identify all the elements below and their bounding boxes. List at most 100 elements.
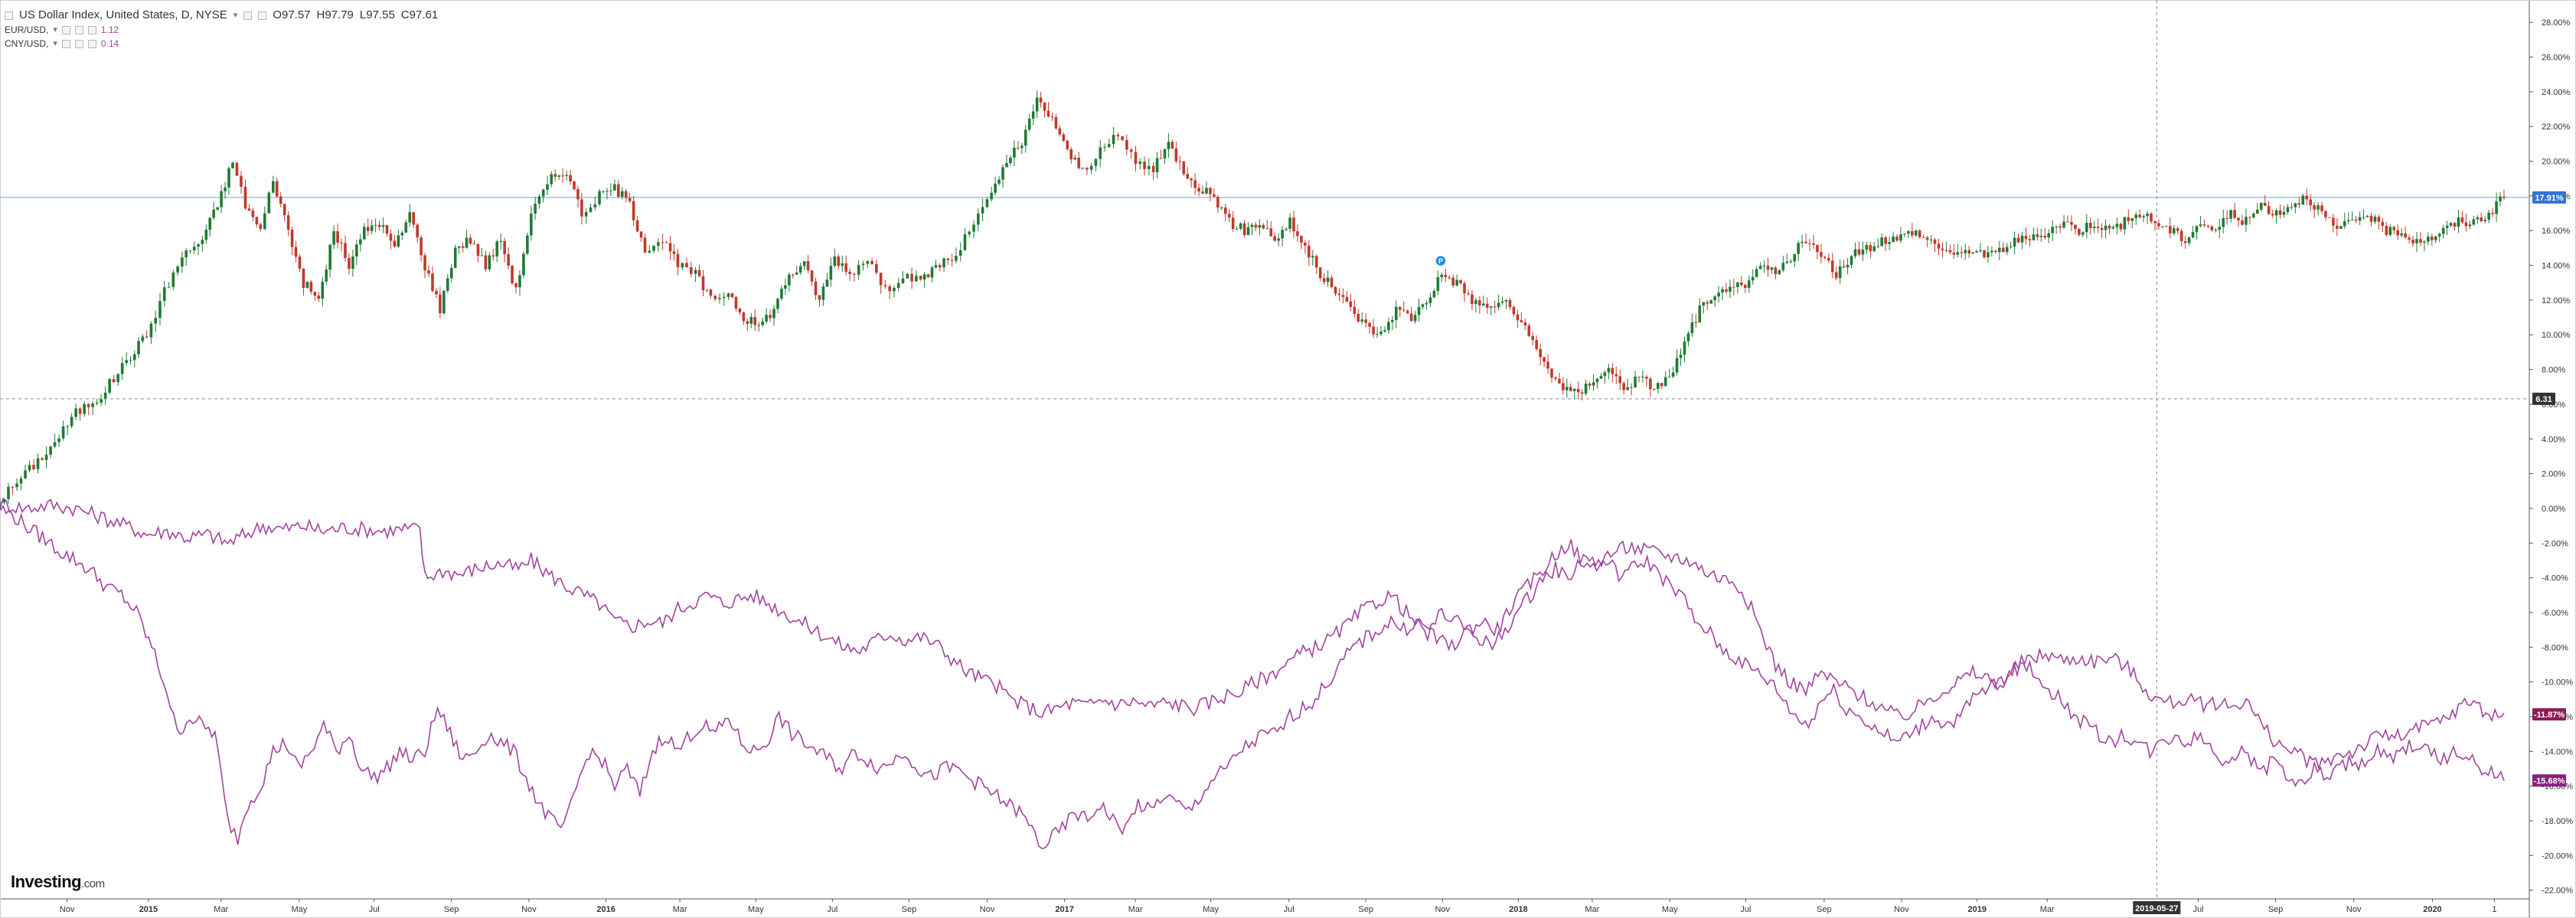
candle-body bbox=[1820, 252, 1823, 257]
candle-body bbox=[2301, 195, 2305, 205]
crosshair-date-tag bbox=[2133, 901, 2181, 914]
candle-body bbox=[1846, 264, 1850, 268]
x-tick-label: Jul bbox=[1740, 905, 1751, 914]
candle-body bbox=[896, 283, 900, 289]
candle-body bbox=[2092, 227, 2096, 229]
candle-body bbox=[1751, 276, 1755, 281]
candle-body bbox=[1793, 253, 1796, 262]
candle-body bbox=[2187, 237, 2191, 243]
candle-body bbox=[2123, 217, 2127, 230]
x-tick-label: Nov bbox=[521, 905, 537, 914]
legend-cny-row[interactable]: CNY/USD, ▾ 0.14 bbox=[5, 37, 438, 51]
settings-box-icon[interactable] bbox=[243, 11, 253, 20]
candle-body bbox=[1801, 241, 1804, 243]
candle-body bbox=[61, 426, 65, 439]
collapse-toggle-icon[interactable] bbox=[5, 11, 13, 20]
x-tick-label: Mar bbox=[1585, 905, 1599, 914]
candle-body bbox=[972, 224, 975, 232]
candle-body bbox=[2271, 214, 2274, 216]
candle-body bbox=[772, 309, 775, 319]
candle-body bbox=[255, 217, 259, 225]
hide-box-icon[interactable] bbox=[74, 25, 83, 34]
candle-body bbox=[129, 360, 132, 361]
candle-body bbox=[408, 212, 412, 223]
chart-legend: US Dollar Index, United States, D, NYSE … bbox=[5, 8, 438, 51]
settings-box-icon[interactable] bbox=[61, 25, 70, 34]
remove-box-icon[interactable] bbox=[87, 25, 96, 34]
candle-body bbox=[1467, 293, 1470, 295]
candle-body bbox=[2381, 221, 2385, 226]
candle-body bbox=[2460, 217, 2464, 223]
candle-body bbox=[1444, 274, 1448, 277]
candle-body bbox=[1364, 319, 1367, 323]
candle-body bbox=[1143, 162, 1146, 169]
candle-body bbox=[2252, 213, 2255, 217]
candle-body bbox=[1975, 251, 1978, 253]
candle-body bbox=[526, 235, 529, 254]
candle-body bbox=[1013, 147, 1016, 158]
candle-body bbox=[722, 296, 726, 298]
candle-body bbox=[2218, 227, 2222, 230]
candle-body bbox=[522, 253, 525, 276]
hide-box-icon[interactable] bbox=[258, 11, 267, 20]
candle-body bbox=[1827, 257, 1830, 261]
candle-body bbox=[1729, 286, 1732, 292]
candle-body bbox=[2464, 222, 2468, 227]
candle-body bbox=[1334, 287, 1337, 294]
candle-body bbox=[2274, 210, 2278, 216]
x-tick-label: Jul bbox=[2192, 905, 2203, 914]
candle-body bbox=[1440, 274, 1444, 278]
candle-body bbox=[990, 192, 993, 200]
candle-body bbox=[1994, 250, 1997, 253]
candle-body bbox=[1830, 260, 1834, 273]
legend-eur-row[interactable]: EUR/USD, ▾ 1.12 bbox=[5, 23, 438, 37]
candle-body bbox=[1265, 228, 1269, 230]
candle-body bbox=[749, 317, 753, 324]
chevron-down-icon[interactable]: ▾ bbox=[233, 11, 238, 20]
candle-body bbox=[393, 240, 397, 247]
candle-body bbox=[1899, 234, 1902, 241]
candle-body bbox=[275, 181, 279, 197]
x-axis[interactable]: Nov 2015 Mar May Jul Sep Nov 2016 Mar May Jul Sep No… bbox=[60, 899, 2497, 914]
candle-body bbox=[2088, 222, 2092, 229]
candle-body bbox=[788, 274, 791, 286]
legend-main-row[interactable]: US Dollar Index, United States, D, NYSE … bbox=[5, 8, 438, 23]
candle-body bbox=[465, 237, 469, 248]
candle-body bbox=[841, 263, 844, 266]
candle-body bbox=[661, 242, 664, 243]
candle-body bbox=[344, 243, 347, 258]
remove-box-icon[interactable] bbox=[87, 39, 96, 48]
candle-body bbox=[41, 458, 44, 460]
hide-box-icon[interactable] bbox=[74, 39, 83, 48]
candle-body bbox=[546, 184, 549, 190]
candle-body bbox=[573, 181, 576, 190]
candle-body bbox=[2267, 205, 2271, 214]
candle-body bbox=[507, 253, 510, 266]
candle-body bbox=[480, 255, 484, 256]
settings-box-icon[interactable] bbox=[61, 39, 70, 48]
candle-body bbox=[1311, 256, 1314, 258]
candle-body bbox=[1888, 242, 1891, 244]
chevron-down-icon[interactable]: ▾ bbox=[53, 39, 57, 48]
candle-body bbox=[837, 256, 841, 266]
chevron-down-icon[interactable]: ▾ bbox=[53, 25, 57, 34]
candle-body bbox=[116, 374, 119, 383]
candle-body bbox=[1884, 237, 1887, 244]
candle-body bbox=[204, 229, 208, 240]
candle-body bbox=[1853, 249, 1857, 256]
candle-body bbox=[1201, 191, 1204, 194]
candle-body bbox=[668, 243, 672, 252]
candle-body bbox=[1379, 331, 1383, 335]
candle-body bbox=[1781, 263, 1785, 270]
candle-body bbox=[1009, 157, 1012, 164]
candle-body bbox=[2081, 232, 2085, 235]
candle-body bbox=[1027, 118, 1031, 130]
y-axis[interactable]: 28.00%26.00%24.00%22.00%20.00%18.00%16.0… bbox=[2529, 18, 2573, 896]
candle-body bbox=[2202, 224, 2206, 226]
candle-body bbox=[994, 183, 997, 193]
candle-body bbox=[1151, 165, 1155, 172]
candle-body bbox=[1808, 243, 1811, 244]
candle-body bbox=[1318, 267, 1322, 279]
